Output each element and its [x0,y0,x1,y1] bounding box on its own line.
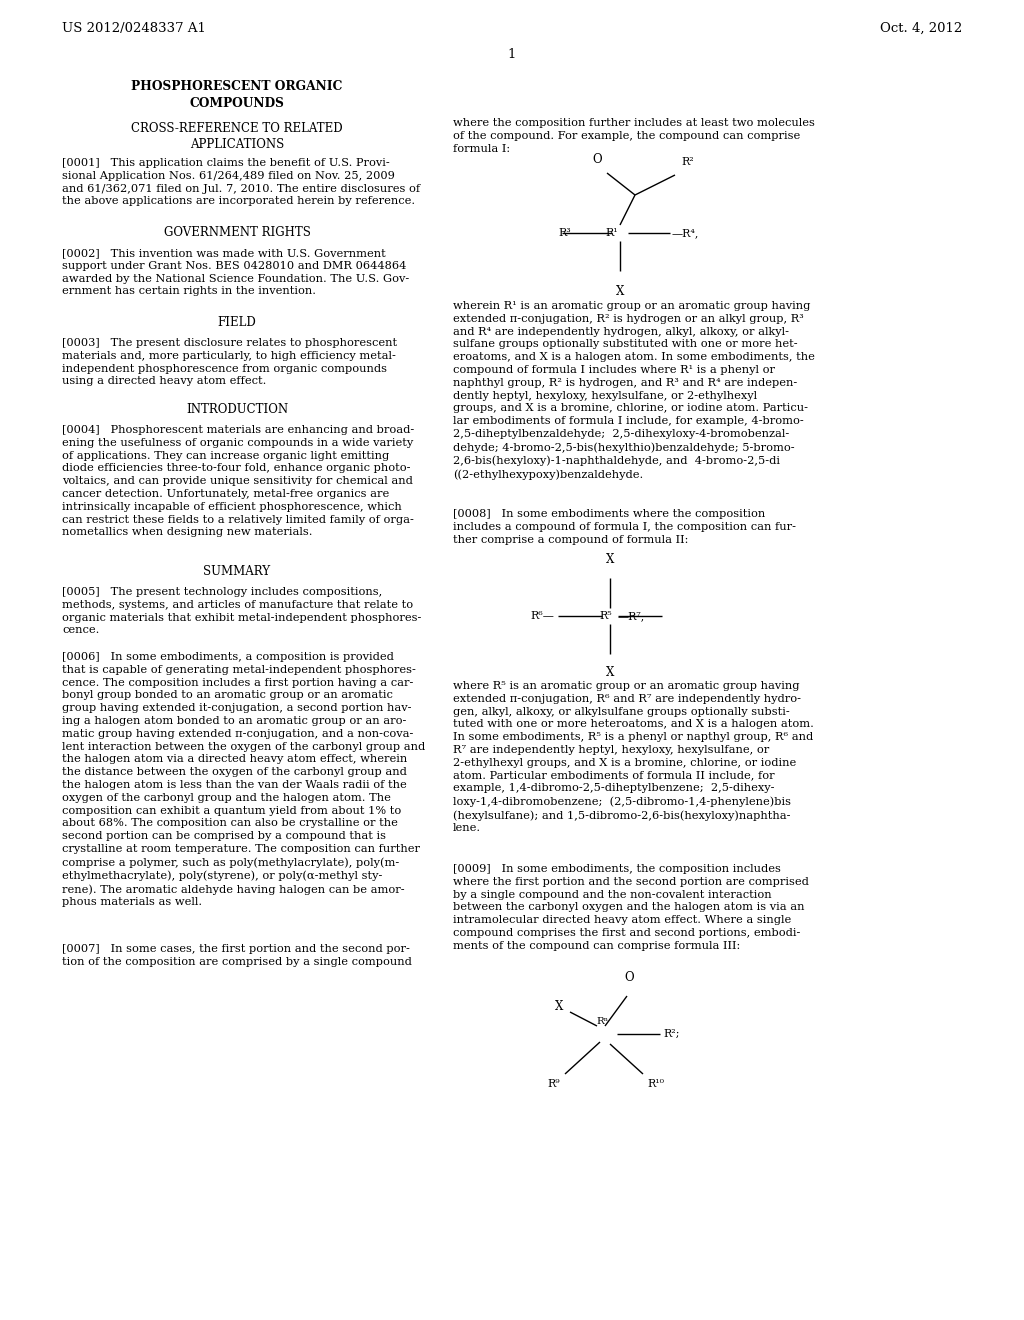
Text: US 2012/0248337 A1: US 2012/0248337 A1 [62,22,206,36]
Text: [0002]   This invention was made with U.S. Government
support under Grant Nos. B: [0002] This invention was made with U.S.… [62,248,410,297]
Text: R³—: R³— [558,228,582,238]
Text: Oct. 4, 2012: Oct. 4, 2012 [880,22,962,36]
Text: R¹⁰: R¹⁰ [647,1078,664,1089]
Text: O: O [625,972,634,983]
Text: Rⁿ: Rⁿ [597,1016,609,1026]
Text: X: X [615,285,625,298]
Text: R¹: R¹ [605,228,618,238]
Text: —R⁷,: —R⁷, [618,611,645,620]
Text: [0004]   Phosphorescent materials are enhancing and broad-
ening the usefulness : [0004] Phosphorescent materials are enha… [62,425,415,537]
Text: PHOSPHORESCENT ORGANIC
COMPOUNDS: PHOSPHORESCENT ORGANIC COMPOUNDS [131,81,343,110]
Text: [0001]   This application claims the benefit of U.S. Provi-
sional Application N: [0001] This application claims the benef… [62,158,420,206]
Text: 1: 1 [508,48,516,61]
Text: SUMMARY: SUMMARY [204,565,270,578]
Text: [0008]   In some embodiments where the composition
includes a compound of formul: [0008] In some embodiments where the com… [453,510,796,545]
Text: [0009]   In some embodiments, the composition includes
where the first portion a: [0009] In some embodiments, the composit… [453,865,809,950]
Text: X: X [606,667,614,678]
Text: R²;: R²; [663,1030,680,1039]
Text: X: X [555,999,563,1012]
Text: [0007]   In some cases, the first portion and the second por-
tion of the compos: [0007] In some cases, the first portion … [62,944,412,966]
Text: R⁶—: R⁶— [530,611,554,620]
Text: [0006]   In some embodiments, a composition is provided
that is capable of gener: [0006] In some embodiments, a compositio… [62,652,425,907]
Text: GOVERNMENT RIGHTS: GOVERNMENT RIGHTS [164,226,310,239]
Text: FIELD: FIELD [218,315,256,329]
Text: CROSS-REFERENCE TO RELATED
APPLICATIONS: CROSS-REFERENCE TO RELATED APPLICATIONS [131,121,343,152]
Text: wherein R¹ is an aromatic group or an aromatic group having
extended π-conjugati: wherein R¹ is an aromatic group or an ar… [453,301,815,479]
Text: R⁹: R⁹ [548,1078,560,1089]
Text: [0003]   The present disclosure relates to phosphorescent
materials and, more pa: [0003] The present disclosure relates to… [62,338,397,387]
Text: X: X [606,553,614,566]
Text: [0005]   The present technology includes compositions,
methods, systems, and art: [0005] The present technology includes c… [62,587,421,635]
Text: O: O [592,153,602,166]
Text: R²: R² [681,157,693,168]
Text: INTRODUCTION: INTRODUCTION [186,403,288,416]
Text: —R⁴,: —R⁴, [672,228,699,238]
Text: where R⁵ is an aromatic group or an aromatic group having
extended π-conjugation: where R⁵ is an aromatic group or an arom… [453,681,814,833]
Text: R⁵: R⁵ [600,611,612,620]
Text: where the composition further includes at least two molecules
of the compound. F: where the composition further includes a… [453,117,815,153]
